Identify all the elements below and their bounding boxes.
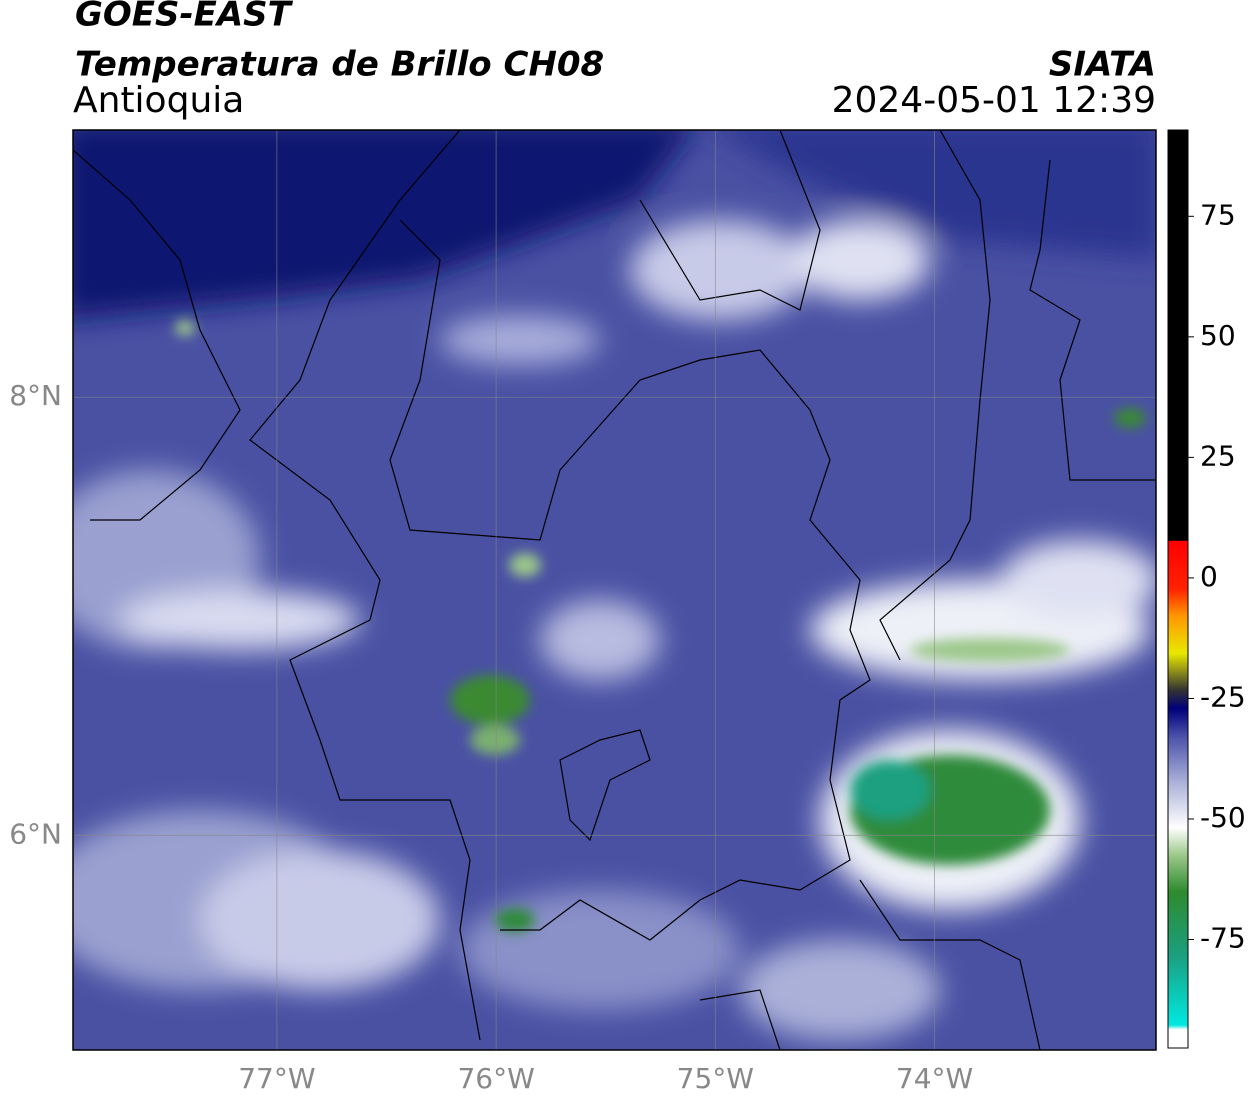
colorbar-tick-label: 75 [1200,198,1236,231]
source: SIATA [1049,45,1156,85]
lat-label: 6°N [9,817,62,850]
colorbar-tick-label: -25 [1200,680,1246,713]
map-frame [72,129,1157,1051]
lon-label: 76°W [457,1062,534,1095]
colorbar [1167,129,1189,1049]
colorbar-tick-label: -50 [1200,801,1246,834]
datetime: 2024-05-01 12:39 [832,80,1156,121]
satellite-title: GOES-EAST [75,0,294,35]
satellite-image [73,130,1156,1050]
product-title: Temperatura de Brillo CH08 [75,45,604,85]
lat-label: 8°N [9,379,62,412]
region: Antioquia [73,80,244,121]
colorbar-tick-label: 50 [1200,319,1236,352]
lon-label: 74°W [896,1062,973,1095]
lon-label: 75°W [677,1062,754,1095]
colorbar-tick-label: -75 [1200,922,1246,955]
graticule [73,130,1156,1050]
lon-label: 77°W [238,1062,315,1095]
colorbar-tick-label: 25 [1200,439,1236,472]
colorbar-tick-label: 0 [1200,560,1218,593]
